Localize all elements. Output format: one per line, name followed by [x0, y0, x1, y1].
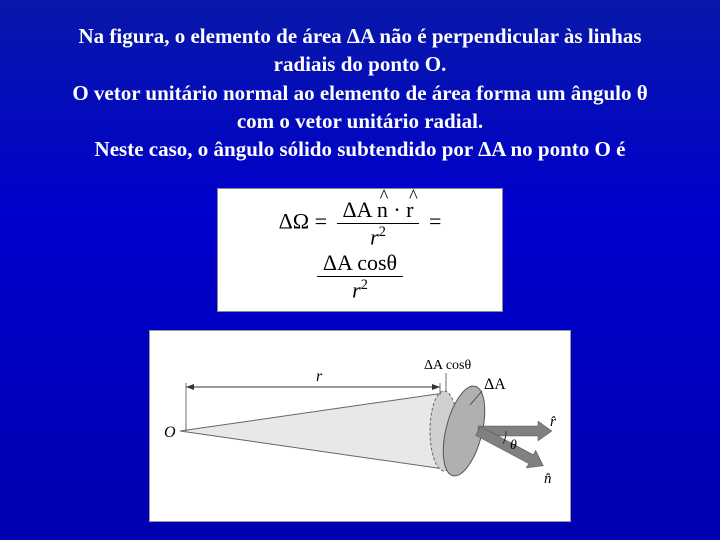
- label-n-hat: n̂: [544, 471, 552, 487]
- solid-angle-formula: ΔΩ = ΔA n · r r2 = ΔA cosθ r2: [217, 188, 503, 313]
- formula-lhs: ΔΩ =: [279, 208, 327, 233]
- slide: Na figura, o elemento de área ΔA não é p…: [0, 0, 720, 540]
- label-dA-perp: ΔA cosθ: [424, 358, 472, 373]
- text-line-2: radiais do ponto O.: [274, 52, 447, 76]
- text-line-4: com o vetor unitário radial.: [237, 109, 483, 133]
- label-O: O: [164, 424, 176, 441]
- label-theta: θ: [510, 438, 517, 453]
- cone-diagram: O r ΔA cosθ ΔA r̂ n̂ θ: [149, 330, 571, 522]
- label-dA: ΔA: [484, 376, 506, 393]
- description-text: Na figura, o elemento de área ΔA não é p…: [0, 0, 720, 174]
- label-r-hat: r̂: [550, 414, 556, 430]
- text-line-5: Neste caso, o ângulo sólido subtendido p…: [95, 137, 626, 161]
- r-arrow-right: [432, 384, 440, 390]
- text-line-1: Na figura, o elemento de área ΔA não é p…: [78, 24, 641, 48]
- label-r: r: [316, 368, 323, 385]
- r-arrow-left: [186, 384, 194, 390]
- formula-equals: =: [429, 208, 441, 233]
- formula-fraction-2: ΔA cosθ r2: [317, 250, 403, 303]
- text-line-3: O vetor unitário normal ao elemento de á…: [72, 81, 647, 105]
- cone-diagram-svg: O r ΔA cosθ ΔA r̂ n̂ θ: [150, 331, 570, 521]
- cone-body: [180, 393, 454, 469]
- formula-fraction-1: ΔA n · r r2: [337, 197, 420, 250]
